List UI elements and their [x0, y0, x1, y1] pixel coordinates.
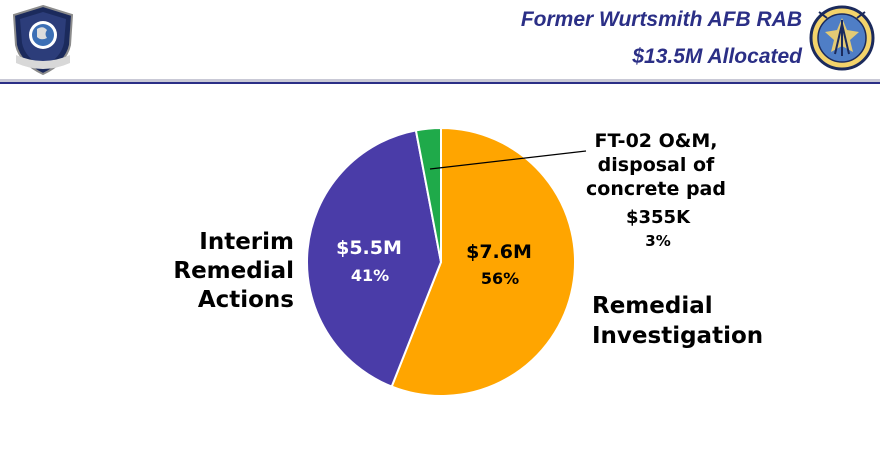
slice-amount-label: $7.6M [466, 241, 532, 263]
header-rule-accent [0, 82, 880, 84]
category-label: disposal of [598, 154, 715, 176]
air-force-imsc-logo [6, 3, 80, 81]
slice-amount-label: $5.5M [336, 237, 402, 259]
category-label: FT-02 O&M, [595, 130, 718, 152]
pie-slice [390, 126, 576, 397]
category-label: Remedial [592, 293, 713, 319]
header-rule [0, 79, 880, 82]
leader-line [429, 150, 587, 170]
slice-percent-label: 41% [351, 266, 389, 285]
afcec-logo [809, 4, 875, 78]
category-label: Remedial [173, 258, 294, 284]
category-label: Interim [199, 229, 294, 255]
category-label: Investigation [592, 323, 763, 349]
slice-percent-label: 56% [481, 269, 519, 288]
page-title: Former Wurtsmith AFB RAB [520, 8, 802, 31]
slice-percent-label: 3% [645, 232, 670, 250]
pie-slice [306, 129, 443, 388]
slice-amount-label: $355K [626, 207, 691, 228]
category-label: concrete pad [586, 178, 726, 200]
pie-slice [414, 126, 442, 263]
page-subtitle: $13.5M Allocated [632, 45, 802, 68]
category-label: Actions [198, 287, 294, 313]
